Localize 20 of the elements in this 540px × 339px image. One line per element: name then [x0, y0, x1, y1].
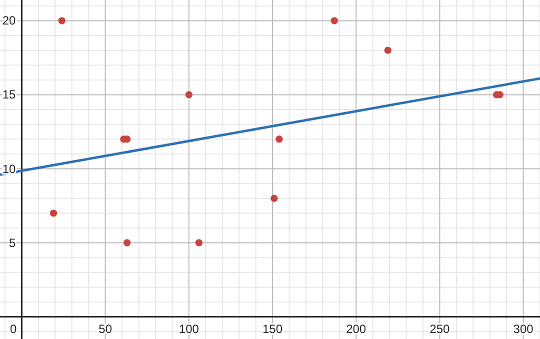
y-tick-label: 20 — [2, 14, 16, 28]
point — [384, 46, 392, 54]
x-tick-label: 200 — [346, 322, 366, 336]
x-tick-label: 300 — [513, 322, 534, 336]
x-tick-label: 0 — [10, 322, 18, 336]
point — [330, 17, 338, 24]
point — [185, 91, 193, 98]
point — [123, 239, 131, 246]
x-tick-label: 100 — [178, 322, 200, 336]
y-tick-label: 10 — [2, 162, 16, 176]
point — [58, 17, 66, 24]
point — [270, 194, 278, 202]
point — [50, 210, 58, 217]
y-tick-label: 5 — [9, 236, 16, 250]
point — [276, 136, 283, 143]
x-tick-label: 250 — [430, 322, 450, 336]
x-tick-label: 150 — [262, 322, 283, 336]
y-tick-label: 15 — [2, 88, 16, 102]
point — [195, 239, 203, 246]
x-tick-label: 50 — [98, 322, 112, 336]
